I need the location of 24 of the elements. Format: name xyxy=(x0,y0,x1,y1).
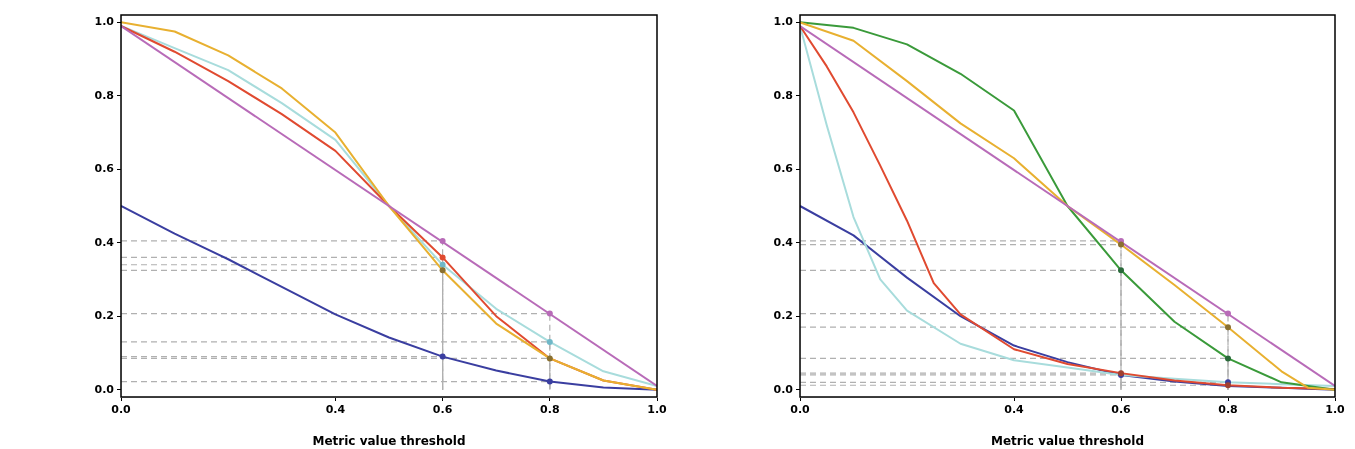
y-tick-label: 1.0 xyxy=(94,15,115,29)
x-tick-label: 0.8 xyxy=(540,403,560,417)
x-tick-label: 0.0 xyxy=(790,403,811,417)
x-tick-label: 0.6 xyxy=(1111,403,1132,417)
x-tick-label: 0.6 xyxy=(432,403,453,417)
x-tick-label: 0.4 xyxy=(1004,403,1025,417)
y-tick-label: 0.0 xyxy=(94,382,115,396)
y-tick-label: 0.6 xyxy=(773,162,794,176)
y-tick-label: 0.4 xyxy=(773,235,794,249)
x-axis-title: Metric value threshold xyxy=(312,433,466,448)
y-tick-label: 0.8 xyxy=(94,88,114,102)
y-tick-label: 0.8 xyxy=(773,88,793,102)
x-tick-label: 0.8 xyxy=(1218,403,1238,417)
x-axis-title: Metric value threshold xyxy=(991,433,1144,448)
x-tick-label: 0.0 xyxy=(111,403,132,417)
x-tick-label: 1.0 xyxy=(647,403,668,417)
y-tick-label: 1.0 xyxy=(773,15,794,29)
x-tick-label: 0.4 xyxy=(325,403,346,417)
y-tick-label: 0.0 xyxy=(773,382,794,396)
y-tick-label: 0.4 xyxy=(94,235,115,249)
y-tick-label: 0.6 xyxy=(94,162,115,176)
y-tick-label: 0.2 xyxy=(94,309,114,323)
y-tick-label: 0.2 xyxy=(773,309,793,323)
x-tick-label: 1.0 xyxy=(1325,403,1346,417)
